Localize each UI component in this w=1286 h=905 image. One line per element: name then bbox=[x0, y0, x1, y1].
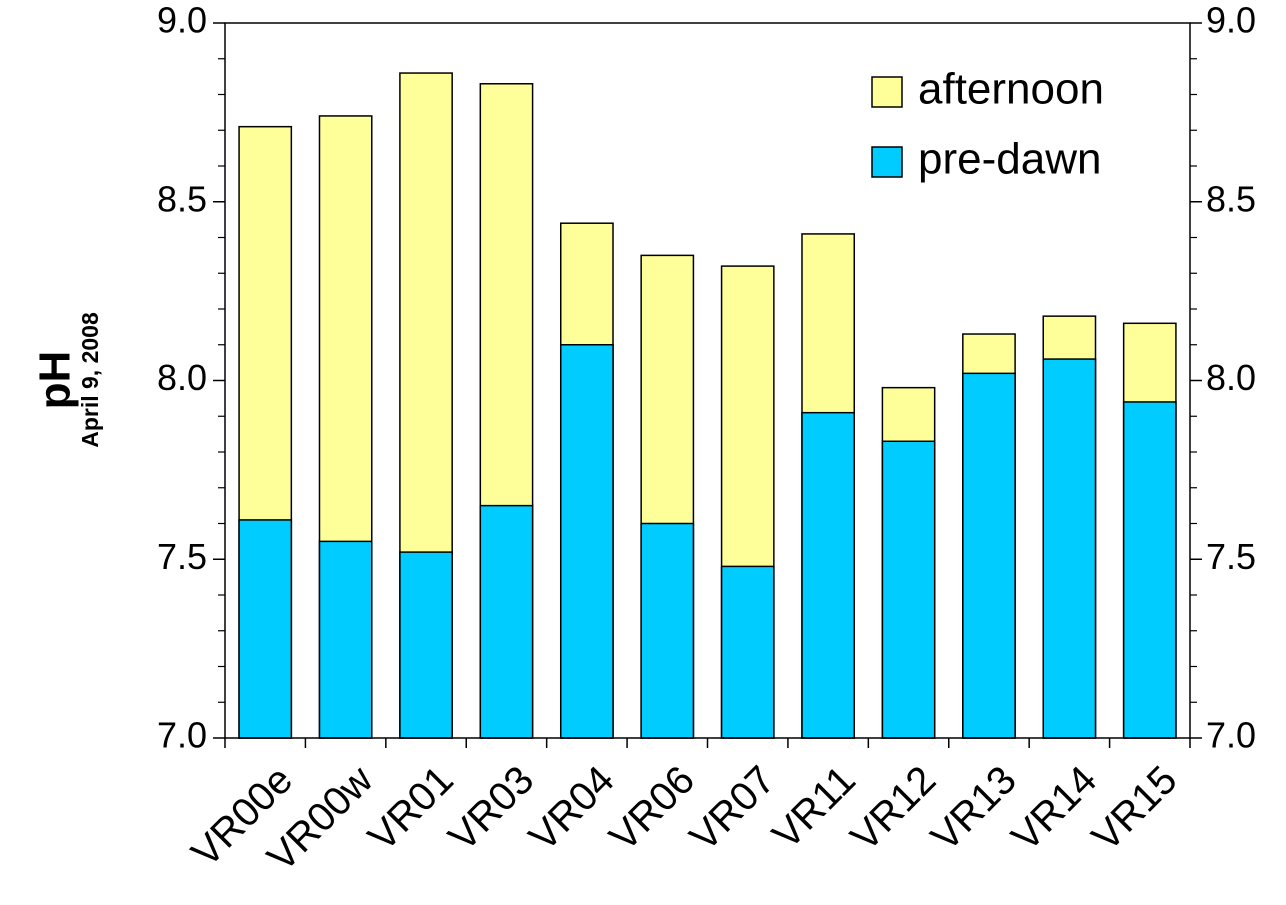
x-tick-label: VR14 bbox=[1003, 758, 1105, 860]
x-tick-label: VR06 bbox=[601, 758, 703, 860]
x-tick-label: VR03 bbox=[440, 758, 542, 860]
y-tick-label: 9.0 bbox=[157, 0, 207, 41]
x-tick-label: VR04 bbox=[521, 758, 623, 860]
bar bbox=[1122, 401, 1177, 739]
x-tick-label: VR13 bbox=[923, 758, 1025, 860]
bar bbox=[559, 344, 614, 739]
y-tick-label: 7.0 bbox=[1206, 715, 1256, 756]
bar bbox=[238, 519, 293, 739]
y-tick-label: 7.0 bbox=[157, 715, 207, 756]
y-tick-label: 8.0 bbox=[1206, 357, 1256, 398]
y-tick-label: 8.5 bbox=[157, 178, 207, 219]
bar bbox=[720, 565, 775, 739]
bar bbox=[318, 540, 373, 739]
bar bbox=[399, 551, 453, 739]
legend-label: afternoon bbox=[918, 65, 1104, 114]
bar bbox=[881, 440, 936, 739]
x-tick-label: VR11 bbox=[764, 758, 864, 858]
y-tick-label: 8.5 bbox=[1206, 178, 1256, 219]
bar bbox=[640, 522, 695, 739]
x-tick-label: VR01 bbox=[360, 758, 462, 860]
x-tick-label: VR07 bbox=[682, 758, 784, 860]
legend-swatch bbox=[871, 146, 903, 178]
bar bbox=[801, 411, 856, 739]
legend-swatch bbox=[871, 76, 903, 108]
y-tick-label: 9.0 bbox=[1206, 0, 1256, 41]
bar bbox=[479, 504, 534, 739]
y-tick-label: 8.0 bbox=[157, 357, 207, 398]
bar bbox=[1042, 358, 1097, 739]
y-axis-label: pH bbox=[31, 351, 80, 410]
y-axis-note: April 9, 2008 bbox=[77, 312, 103, 448]
bar bbox=[962, 372, 1016, 739]
legend-label: pre-dawn bbox=[918, 135, 1101, 184]
y-tick-label: 7.5 bbox=[157, 536, 207, 577]
x-tick-label: VR15 bbox=[1084, 758, 1186, 860]
y-tick-label: 7.5 bbox=[1206, 536, 1256, 577]
x-tick-label: VR12 bbox=[843, 758, 945, 860]
